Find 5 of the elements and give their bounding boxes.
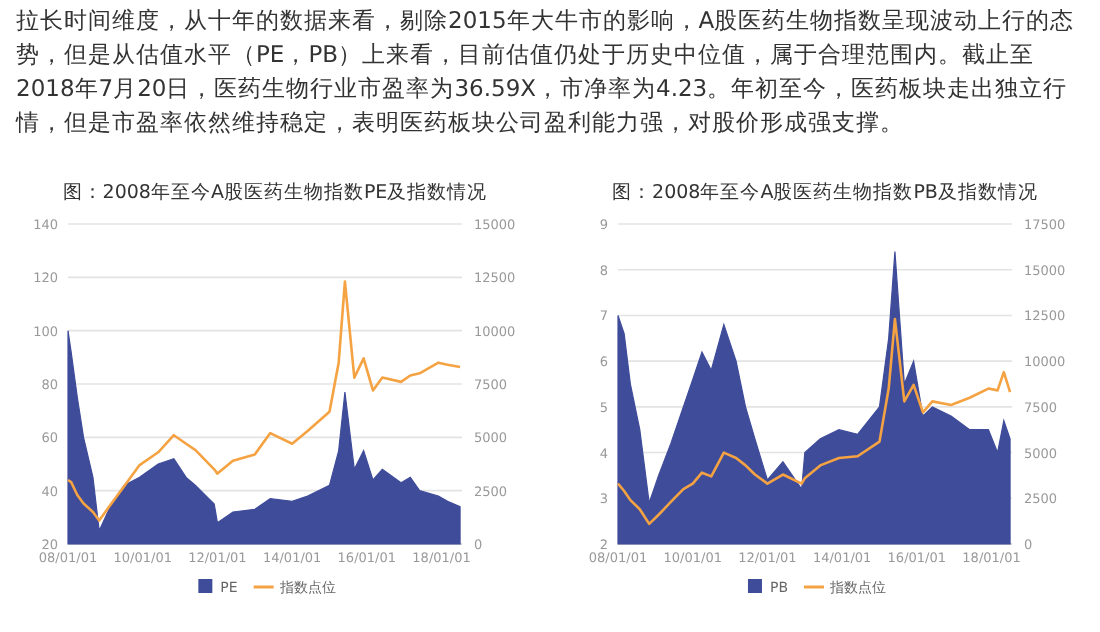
line-series [66,280,462,522]
chart-title: 图：2008年至今A股医药生物指数PE及指数情况 [62,180,488,204]
text: 拉长时间维度，从十年的数据来看，剔除2015年大牛市的影响，A股医药生物指数呈现波动上行的态势，但是从估值水平（PE，PB）上来看，目前估值仍处于历史中位值，属于合理范围内。截止至2018年7月20日，医药生物行业市盈率为36.59X，市净率为4.23。年初至今，医药板块走出独立行情，但是市盈率依然维持稳定，表明医药板块公司盈利能力强，对股价形成强支撑。 [16,4,1077,140]
line-series [616,317,1012,526]
chart-title: 图：2008年至今A股医药生物指数PB及指数情况 [612,180,1038,204]
